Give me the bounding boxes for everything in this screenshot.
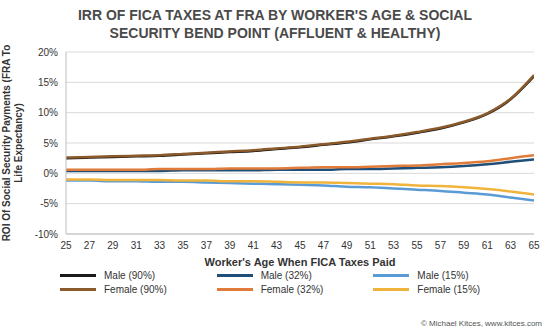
svg-text:55: 55: [411, 240, 423, 251]
svg-text:33: 33: [154, 240, 166, 251]
svg-text:27: 27: [84, 240, 96, 251]
svg-text:0%: 0%: [44, 168, 59, 179]
svg-text:39: 39: [224, 240, 236, 251]
html-text:ROI Of Social Security Payment: ROI Of Social Security Payments (FRA To …: [1, 44, 24, 242]
svg-text:5%: 5%: [44, 138, 59, 149]
svg-text:37: 37: [201, 240, 213, 251]
html-text:Male (15%): Male (15%): [417, 270, 469, 281]
svg-text:10%: 10%: [38, 107, 58, 118]
svg-text:53: 53: [388, 240, 400, 251]
svg-text:29: 29: [107, 240, 119, 251]
svg-text:41: 41: [248, 240, 260, 251]
svg-text:49: 49: [341, 240, 353, 251]
svg-text:20%: 20%: [38, 47, 58, 58]
svg-text:57: 57: [435, 240, 447, 251]
svg-text:-10%: -10%: [35, 229, 58, 240]
svg-text:15%: 15%: [38, 77, 58, 88]
html-text:IRR OF FICA TAXES AT FRA BY WO: IRR OF FICA TAXES AT FRA BY WORKER'S AGE…: [78, 7, 472, 41]
html-text:Female (32%): Female (32%): [260, 284, 324, 295]
svg-text:25: 25: [60, 240, 72, 251]
svg-text:47: 47: [318, 240, 330, 251]
html-text:Female (15%): Female (15%): [417, 284, 481, 295]
svg-text:-5%: -5%: [40, 198, 58, 209]
svg-text:43: 43: [271, 240, 283, 251]
svg-text:51: 51: [365, 240, 377, 251]
svg-text:65: 65: [528, 240, 540, 251]
html-text:Male (90%): Male (90%): [104, 270, 156, 281]
svg-text:45: 45: [294, 240, 306, 251]
svg-text:31: 31: [131, 240, 143, 251]
html-text:© Michael Kitces, www.kitces.c: © Michael Kitces, www.kitces.com: [421, 319, 542, 328]
svg-text:59: 59: [458, 240, 470, 251]
html-text:Male (32%): Male (32%): [260, 270, 312, 281]
html-text:Female (90%): Female (90%): [104, 284, 167, 295]
svg-text:61: 61: [482, 240, 494, 251]
svg-text:Worker's Age When FICA Taxes P: Worker's Age When FICA Taxes Paid: [205, 256, 396, 268]
svg-text:35: 35: [177, 240, 189, 251]
svg-text:63: 63: [505, 240, 517, 251]
